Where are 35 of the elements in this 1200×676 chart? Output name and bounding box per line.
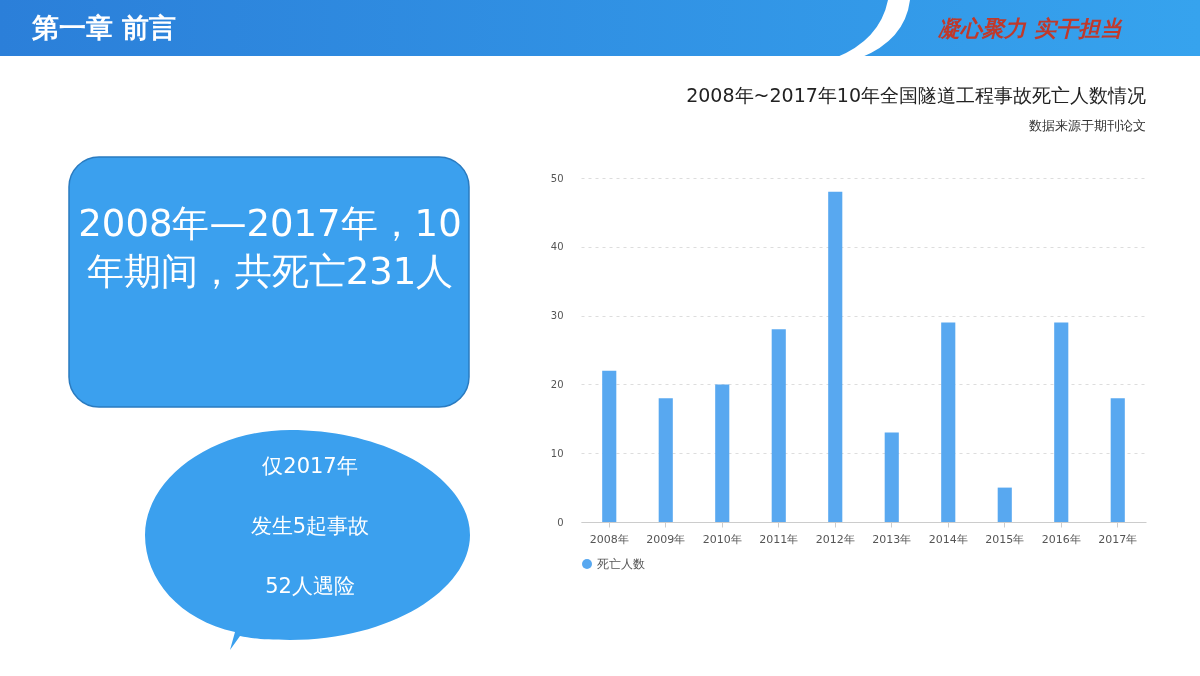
y-tick-label: 40	[550, 241, 564, 253]
text: 52人遇险	[264, 573, 356, 600]
bar	[771, 329, 786, 522]
legend-label: 死亡人数	[597, 557, 645, 571]
x-tick-label: 2016年	[1041, 532, 1081, 546]
chart-subtitle: 数据来源于期刊论文	[1029, 118, 1146, 133]
bar	[658, 398, 673, 522]
text: 第一章 前言	[32, 11, 177, 45]
bar	[997, 487, 1012, 522]
y-tick-label: 50	[550, 172, 564, 184]
x-tick-label: 2014年	[928, 532, 968, 546]
y-tick-label: 20	[550, 378, 564, 390]
bar	[941, 322, 956, 522]
y-tick-label: 30	[550, 310, 564, 322]
x-tick-label: 2015年	[985, 532, 1025, 546]
x-tick-label: 2011年	[759, 532, 799, 546]
x-tick-label: 2017年	[1098, 532, 1138, 546]
x-tick-label: 2008年	[589, 532, 629, 546]
bar	[1110, 398, 1125, 522]
bar	[602, 370, 617, 522]
x-tick-label: 2009年	[646, 532, 686, 546]
bar	[1054, 322, 1069, 522]
text: 凝心聚力 实干担当	[938, 15, 1122, 43]
text: 2008年—2017年，10年期间，共死亡231人	[77, 201, 463, 295]
x-tick-label: 2012年	[815, 532, 855, 546]
bar	[828, 191, 843, 522]
y-tick-label: 0	[557, 516, 564, 528]
x-tick-label: 2010年	[702, 532, 742, 546]
bar	[715, 384, 730, 522]
x-tick-label: 2013年	[872, 532, 912, 546]
text: 发生5起事故	[249, 513, 371, 540]
bar	[884, 432, 899, 522]
text: 仅2017年	[261, 453, 359, 480]
chart-title: 2008年~2017年10年全国隧道工程事故死亡人数情况	[686, 84, 1146, 106]
y-tick-label: 10	[550, 447, 564, 459]
